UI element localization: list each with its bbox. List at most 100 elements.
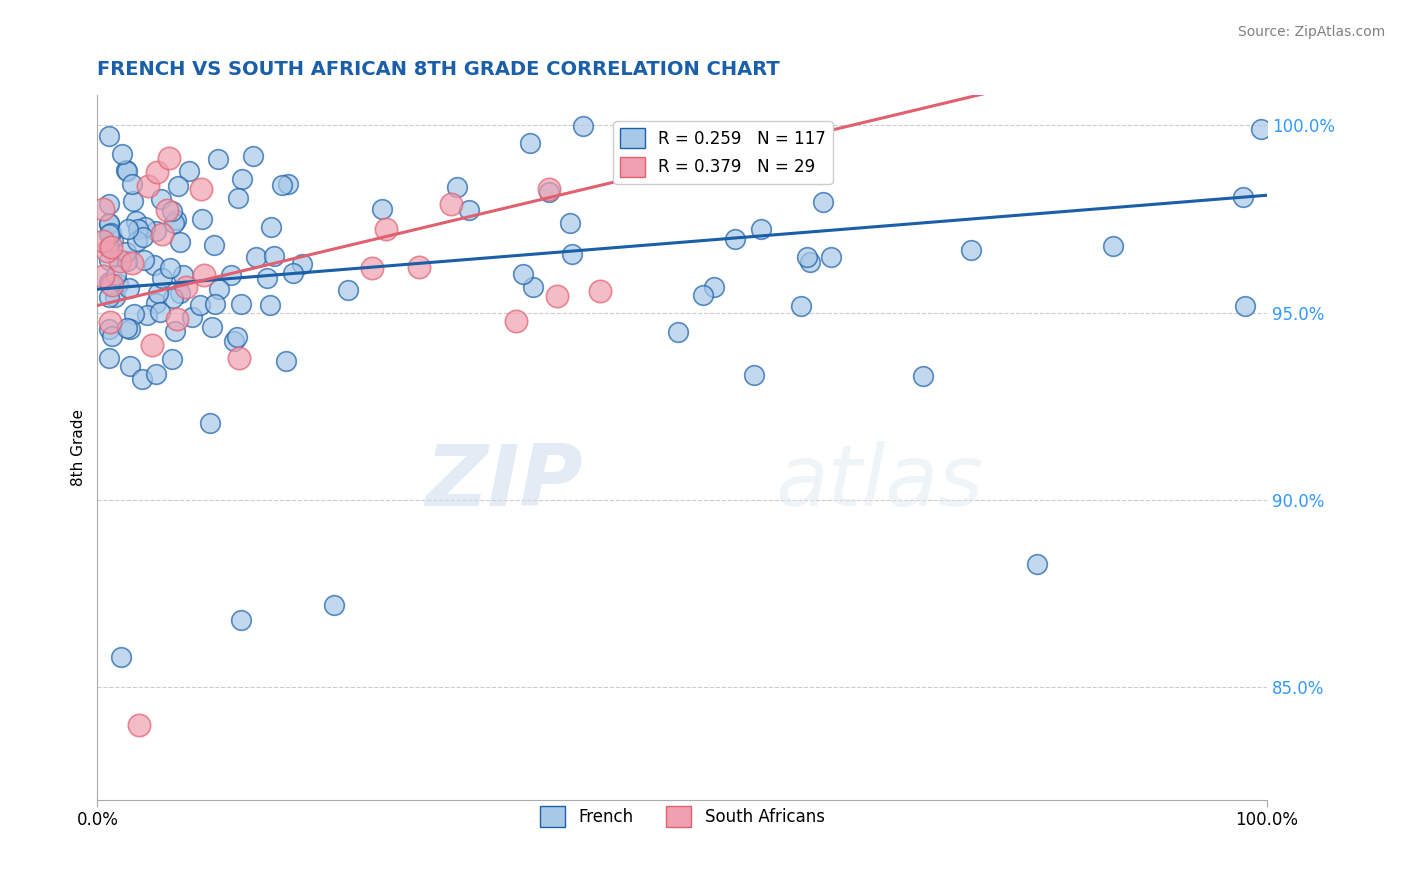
Point xyxy=(91,234,114,248)
Point xyxy=(98,322,121,336)
Point xyxy=(181,310,204,324)
Point xyxy=(162,292,184,306)
Point xyxy=(98,275,121,289)
Point xyxy=(572,119,595,133)
Point xyxy=(150,271,173,285)
Point xyxy=(146,286,169,301)
Point xyxy=(224,334,246,349)
Point xyxy=(188,298,211,312)
Point xyxy=(522,280,544,294)
Point xyxy=(136,178,159,193)
Point xyxy=(98,227,121,241)
Point xyxy=(152,227,174,241)
Point xyxy=(724,232,747,246)
Point xyxy=(150,192,173,206)
Point xyxy=(207,152,229,166)
Point xyxy=(408,260,430,274)
Point xyxy=(169,235,191,249)
Point xyxy=(200,416,222,430)
Point xyxy=(145,295,167,310)
Point xyxy=(811,194,834,209)
Point xyxy=(132,253,155,268)
Text: ZIP: ZIP xyxy=(425,442,582,524)
Point xyxy=(142,258,165,272)
Point xyxy=(98,290,121,304)
Point xyxy=(108,254,131,268)
Point xyxy=(458,202,481,217)
Point xyxy=(121,177,143,191)
Point xyxy=(128,717,150,731)
Point xyxy=(145,367,167,381)
Text: FRENCH VS SOUTH AFRICAN 8TH GRADE CORRELATION CHART: FRENCH VS SOUTH AFRICAN 8TH GRADE CORREL… xyxy=(97,60,780,78)
Point xyxy=(505,314,527,328)
Point xyxy=(666,326,689,340)
Point xyxy=(204,297,226,311)
Point xyxy=(115,254,138,268)
Point xyxy=(98,351,121,365)
Point xyxy=(703,280,725,294)
Point xyxy=(104,268,127,283)
Point xyxy=(120,322,142,336)
Point xyxy=(145,164,167,178)
Point xyxy=(122,307,145,321)
Point xyxy=(166,311,188,326)
Point xyxy=(291,257,314,271)
Point xyxy=(546,289,568,303)
Point xyxy=(799,255,821,269)
Point xyxy=(440,196,463,211)
Point xyxy=(98,128,121,143)
Point xyxy=(226,330,249,344)
Point xyxy=(219,268,242,283)
Text: Source: ZipAtlas.com: Source: ZipAtlas.com xyxy=(1237,25,1385,39)
Point xyxy=(561,247,583,261)
Point xyxy=(245,250,267,264)
Point xyxy=(589,284,612,298)
Point xyxy=(1233,299,1256,313)
Point xyxy=(115,321,138,335)
Point xyxy=(191,212,214,227)
Point xyxy=(160,204,183,219)
Point xyxy=(169,285,191,300)
Point xyxy=(259,298,281,312)
Point xyxy=(100,239,122,253)
Point xyxy=(742,368,765,382)
Point xyxy=(375,221,398,235)
Point xyxy=(132,230,155,244)
Point xyxy=(190,182,212,196)
Point xyxy=(91,268,114,283)
Point xyxy=(558,217,581,231)
Point xyxy=(98,217,121,231)
Point xyxy=(134,219,156,234)
Point xyxy=(179,164,201,178)
Point xyxy=(98,197,121,211)
Point xyxy=(107,277,129,291)
Point xyxy=(371,202,394,216)
Point xyxy=(101,277,124,292)
Point xyxy=(127,221,149,235)
Point xyxy=(260,219,283,234)
Point xyxy=(912,368,935,383)
Point xyxy=(271,178,294,192)
Point xyxy=(193,268,215,283)
Point xyxy=(159,261,181,276)
Point xyxy=(1250,122,1272,136)
Point xyxy=(160,351,183,366)
Point xyxy=(98,315,121,329)
Point xyxy=(231,172,253,186)
Point xyxy=(96,244,118,258)
Point xyxy=(110,650,132,665)
Point xyxy=(125,234,148,248)
Point xyxy=(692,288,714,302)
Point xyxy=(820,250,842,264)
Point xyxy=(263,248,285,262)
Point xyxy=(98,216,121,230)
Point xyxy=(446,180,468,194)
Point xyxy=(277,177,299,191)
Point xyxy=(229,297,252,311)
Point xyxy=(274,353,297,368)
Point xyxy=(1026,557,1049,571)
Point xyxy=(519,136,541,150)
Point xyxy=(98,277,121,291)
Point xyxy=(121,194,143,208)
Point xyxy=(100,226,122,240)
